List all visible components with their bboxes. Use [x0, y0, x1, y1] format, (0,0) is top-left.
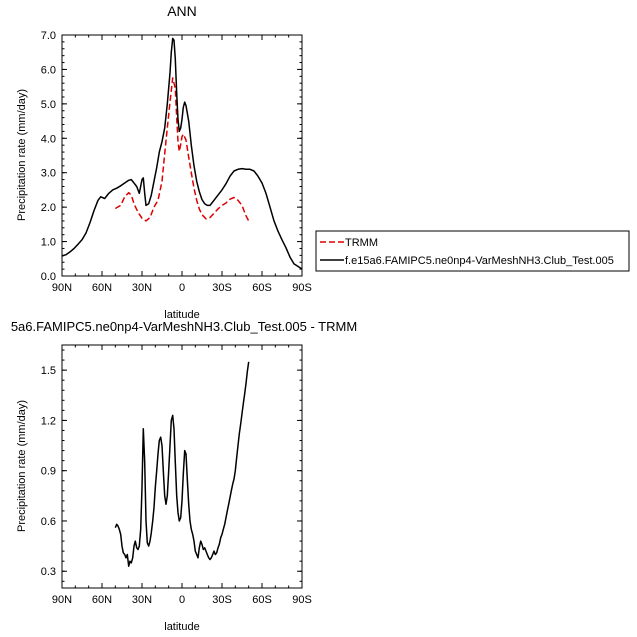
top-y-tick-label: 0.0 [41, 271, 56, 283]
bottom-plot-frame [61, 344, 303, 589]
bottom-x-tick-label: 60N [92, 594, 112, 606]
top-x-tick-label: 60N [92, 282, 112, 294]
top-y-tick-label: 3.0 [41, 168, 56, 180]
bottom-y-tick-label: 1.2 [41, 415, 56, 427]
bottom-x-tick-label: 30S [212, 594, 232, 606]
top-chart-ylabel: Precipitation rate (mm/day) [16, 89, 28, 221]
legend-label-trmm: TRMM [345, 237, 378, 249]
top-y-tick-label: 7.0 [41, 30, 56, 42]
bottom-y-tick-label: 0.3 [41, 566, 56, 578]
top-x-tick-label: 0 [179, 282, 185, 294]
top-x-tick-label: 60S [252, 282, 272, 294]
top-x-tick-label: 30S [212, 282, 232, 294]
bottom-chart: 5a6.FAMIPC5.ne0np4-VarMeshNH3.Club_Test.… [11, 319, 357, 633]
top-y-tick-label: 1.0 [41, 237, 56, 249]
top-chart: ANN Precipitation rate (mm/day) latitude… [16, 3, 312, 321]
legend-label-model: f.e15a6.FAMIPC5.ne0np4-VarMeshNH3.Club_T… [345, 255, 614, 267]
bottom-y-tick-label: 1.5 [41, 365, 56, 377]
top-y-tick-label: 6.0 [41, 64, 56, 76]
top-y-tick-label: 2.0 [41, 202, 56, 214]
top-x-tick-label: 90N [52, 282, 72, 294]
legend-box [315, 230, 630, 272]
bottom-x-tick-label: 90N [52, 594, 72, 606]
top-plot-frame [61, 34, 303, 277]
top-x-tick-label: 30N [132, 282, 152, 294]
bottom-x-tick-label: 90S [292, 594, 312, 606]
bottom-chart-title: 5a6.FAMIPC5.ne0np4-VarMeshNH3.Club_Test.… [11, 319, 357, 334]
top-y-tick-label: 4.0 [41, 133, 56, 145]
bottom-x-tick-label: 0 [179, 594, 185, 606]
top-chart-xlabel: latitude [164, 309, 199, 321]
top-series-line-0 [114, 77, 250, 222]
top-x-tick-label: 90S [292, 282, 312, 294]
top-series-line-1 [61, 37, 303, 270]
legend: TRMM f.e15a6.FAMIPC5.ne0np4-VarMeshNH3.C… [315, 230, 630, 272]
bottom-y-tick-label: 0.6 [41, 516, 56, 528]
top-y-tick-label: 5.0 [41, 99, 56, 111]
bottom-series-line-0 [114, 361, 250, 567]
bottom-x-tick-label: 30N [132, 594, 152, 606]
bottom-y-tick-label: 0.9 [41, 466, 56, 478]
bottom-chart-ylabel: Precipitation rate (mm/day) [16, 400, 28, 532]
bottom-chart-xlabel: latitude [164, 621, 199, 633]
bottom-x-tick-label: 60S [252, 594, 272, 606]
top-chart-title: ANN [167, 3, 197, 19]
